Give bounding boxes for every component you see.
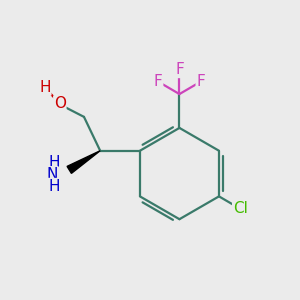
Text: H: H [48, 178, 60, 194]
Polygon shape [67, 151, 100, 173]
Text: H: H [39, 80, 51, 95]
Text: N: N [46, 167, 58, 182]
Text: O: O [54, 96, 66, 111]
Text: F: F [154, 74, 163, 89]
Text: F: F [175, 62, 184, 77]
Text: Cl: Cl [233, 201, 248, 216]
Text: H: H [48, 155, 60, 170]
Text: F: F [196, 74, 205, 89]
